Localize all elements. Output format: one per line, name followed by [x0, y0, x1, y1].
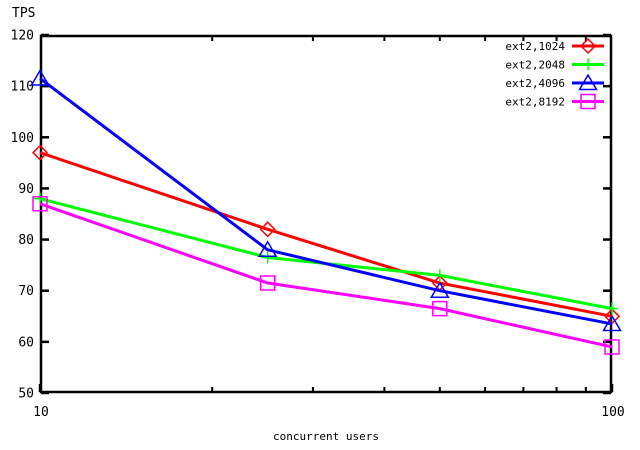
y-tick-label: 70 — [18, 284, 34, 299]
y-tick-label: 80 — [18, 233, 34, 248]
series-marker-ext2-1024 — [31, 144, 49, 161]
y-tick-label: 100 — [11, 131, 34, 146]
y-tick-label: 60 — [18, 335, 34, 350]
y-tick-label: 50 — [18, 387, 34, 402]
series-line-ext2-4096 — [39, 77, 613, 326]
y-tick-label: 120 — [11, 29, 34, 44]
legend-sample-marker-ext2-8192 — [580, 93, 596, 110]
series-marker-ext2-8192 — [604, 339, 620, 355]
x-tick-label: 10 — [33, 405, 49, 420]
legend-label-ext2-4096: ext2,4096 — [505, 77, 565, 90]
series-marker-ext2-2048 — [261, 251, 274, 264]
x-tick-label: 100 — [601, 405, 624, 420]
series-line-ext2-2048 — [39, 197, 613, 311]
series-marker-ext2-2048 — [606, 302, 618, 315]
legend-sample-marker-ext2-1024 — [579, 37, 597, 55]
series-marker-ext2-4096 — [602, 314, 622, 332]
series-marker-ext2-8192 — [259, 275, 276, 291]
series-marker-ext2-4096 — [257, 240, 278, 258]
plot-border — [39, 34, 613, 394]
series-marker-ext2-4096 — [430, 281, 450, 298]
series-marker-ext2-8192 — [32, 196, 48, 212]
y-tick-label: 90 — [18, 182, 34, 197]
y-axis-label: TPS — [12, 6, 36, 21]
series-marker-ext2-2048 — [433, 269, 446, 282]
series-marker-ext2-4096 — [30, 68, 50, 86]
series-marker-ext2-1024 — [259, 221, 276, 238]
legend-label-ext2-8192: ext2,8192 — [505, 96, 565, 109]
series-line-ext2-1024 — [39, 151, 613, 318]
legend-label-ext2-1024: ext2,1024 — [505, 40, 565, 53]
x-axis-label: concurrent users — [273, 430, 379, 443]
series-line-ext2-8192 — [39, 202, 613, 349]
legend-sample-marker-ext2-4096 — [578, 73, 598, 91]
series-marker-ext2-2048 — [34, 192, 46, 205]
legend-sample-marker-ext2-2048 — [582, 58, 594, 71]
legend-label-ext2-2048: ext2,2048 — [505, 59, 565, 72]
series-marker-ext2-8192 — [432, 300, 448, 317]
y-tick-label: 110 — [11, 80, 34, 95]
